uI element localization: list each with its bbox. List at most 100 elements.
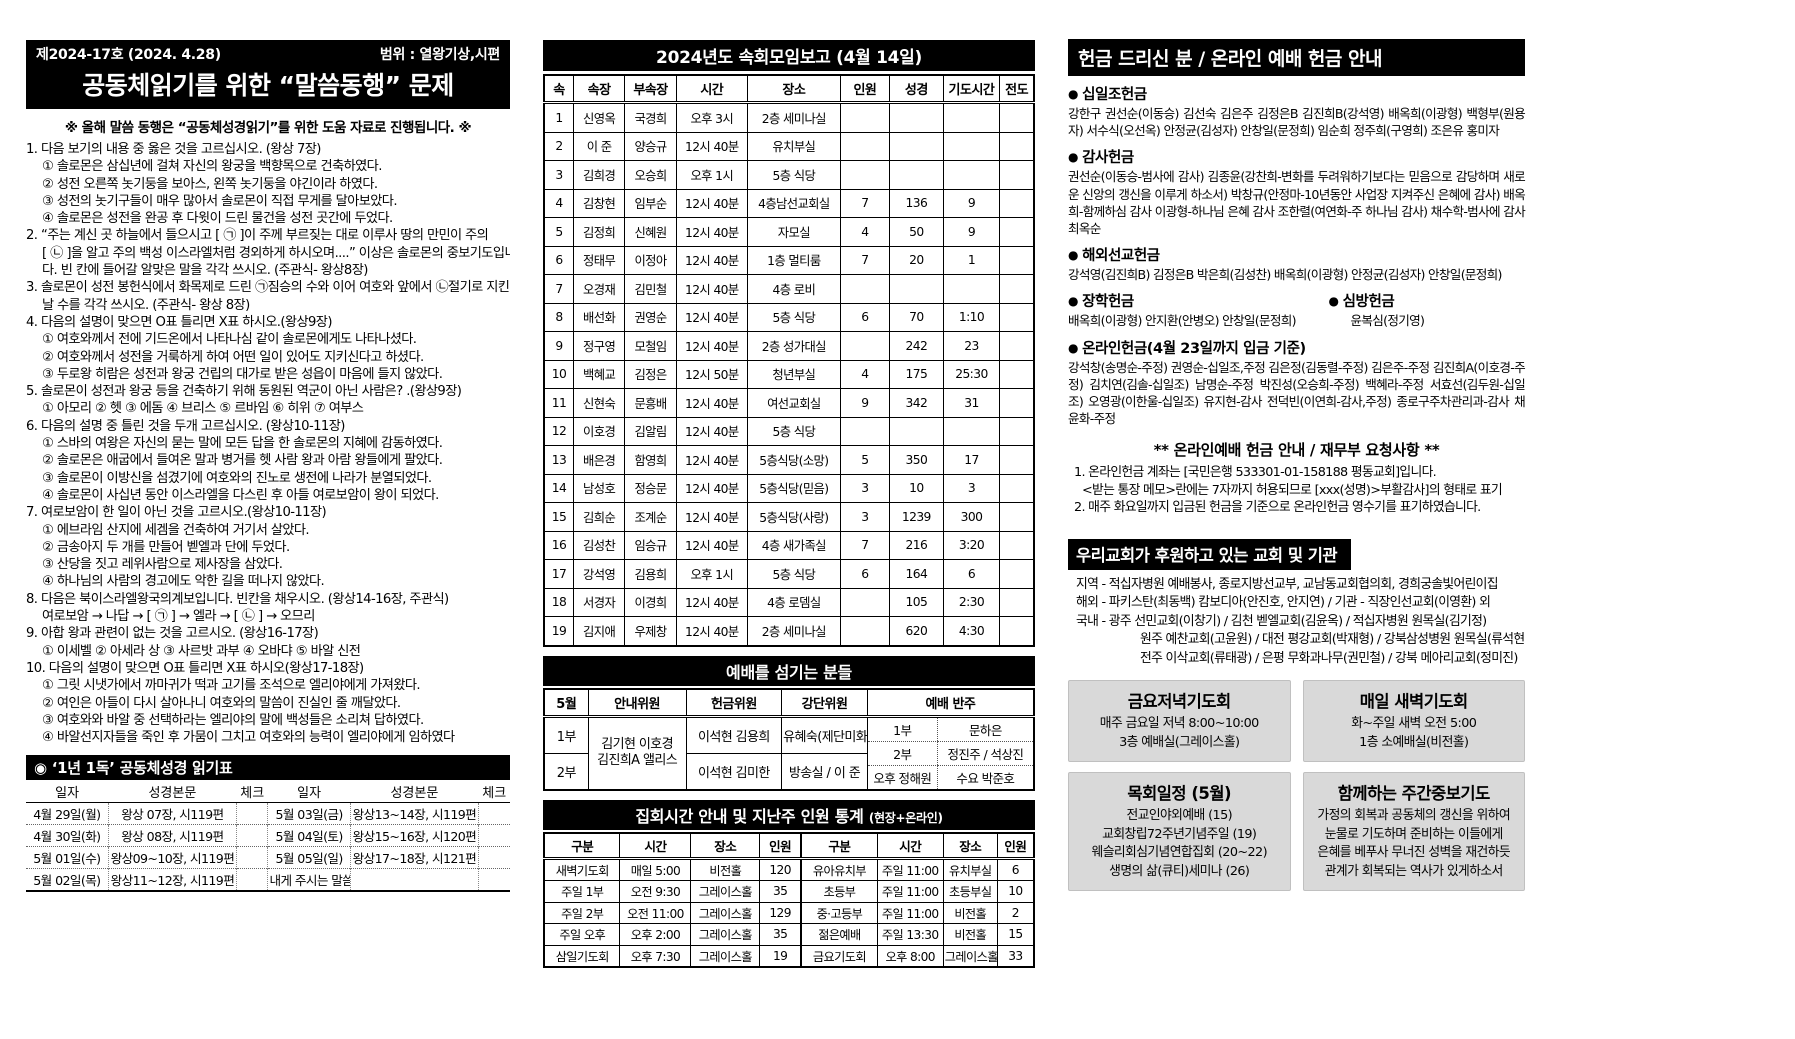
cell: 초등부실 <box>942 880 998 903</box>
cell: 12시 50분 <box>675 359 748 389</box>
section-label: 심방헌금 <box>1342 294 1395 311</box>
table-row: 12 이호경 김알림 12시 40분 5층 식당 <box>543 416 1035 446</box>
cell <box>999 245 1035 275</box>
table-row: 주일 2부 오전 11:00 그레이스홀 129 중·고등부 주일 11:00 비전홀 2 <box>543 901 1035 924</box>
cell: 이경희 <box>624 587 677 617</box>
cell: 정구영 <box>572 331 626 361</box>
cell <box>236 824 268 847</box>
bullet-icon: ● <box>1068 294 1079 309</box>
info-box-line: 1층 소예배실(비전홀) <box>1359 734 1469 750</box>
cell: 5월 04일(토) <box>267 824 351 847</box>
cell: 10 <box>996 880 1035 903</box>
accompanist-name: 오후 정해원 <box>873 770 932 786</box>
question-line: ③ 솔로몬이 이방신을 섬겼기에 여호와의 진노로 생전에 나라가 분열되었다. <box>42 470 432 486</box>
accompanist-name: 문하은 <box>936 717 1033 742</box>
cell: 17 <box>543 559 574 589</box>
usher-cell: 김기현 이호경 김진희A 앨리스 <box>587 715 687 790</box>
column-header: 일자 <box>267 781 351 804</box>
info-box-line: 눈물로 기도하며 준비하는 이들에게 <box>1324 826 1504 842</box>
cell: 175 <box>888 359 944 389</box>
table-row: 구분 시간 장소 인원 구분 시간 장소 인원 <box>543 832 1035 860</box>
support-line: 원주 예찬교회(고윤원) / 대전 평강교회(박재형) / 강북삼성병원 원목실… <box>1140 632 1525 648</box>
column-header: 장소 <box>746 74 841 104</box>
cell: 4 <box>839 217 890 247</box>
cell: 그레이스홀 <box>942 944 998 968</box>
cell <box>942 131 1001 161</box>
cell: 129 <box>759 901 802 924</box>
table-row: 1 신영옥 국경희 오후 3시 2층 세미나실 <box>543 102 1035 133</box>
cell: 136 <box>888 188 944 218</box>
offering-sections: ● 십일조헌금 강한구 권선순(이동승) 김선숙 김은주 김정은B 김진희B(강석영… <box>1068 83 1526 283</box>
cell: 12시 40분 <box>675 217 748 247</box>
cell: 5층 식당 <box>746 302 841 332</box>
cell: 50 <box>888 217 944 247</box>
cell: 남성호 <box>572 473 626 503</box>
online-notice-items: 1. 온라인헌금 계좌는 [국민은행 533301-01-158188 평동교회… <box>1068 464 1525 517</box>
cell: 4 <box>839 359 890 389</box>
question-line: ① 솔로몬은 삼십년에 걸쳐 자신의 왕궁을 백향목으로 건축하였다. <box>42 159 382 175</box>
question-line: ① 여호와께서 전에 기드온에서 나타나심 같이 솔로몬에게도 나타나셨다. <box>42 332 417 348</box>
cell: 12시 40분 <box>675 616 748 646</box>
cell: 3 <box>839 473 890 503</box>
cell: 그레이스홀 <box>690 923 761 946</box>
cell: 35 <box>759 880 802 903</box>
column-header: 강단위원 <box>781 688 868 718</box>
cell: 5층 식당 <box>746 160 841 190</box>
info-box-title: 금요저녁기도회 <box>1127 692 1231 712</box>
cell: 정승문 <box>624 473 677 503</box>
cell: 4층남선교회실 <box>746 188 841 218</box>
cell: 33 <box>996 944 1035 968</box>
cell: 청년부실 <box>746 359 841 389</box>
cell: 2:30 <box>942 587 1001 617</box>
cell: 신혜원 <box>624 217 677 247</box>
cell: 10 <box>888 473 944 503</box>
online-notice-title: ** 온라인예배 헌금 안내 / 재무부 요청사항 ** <box>1153 441 1440 460</box>
table-row: 19 김지애 우제창 12시 40분 2층 세미나실 620 4:30 <box>543 616 1035 646</box>
table-row: 오후 정해원 수요 박준호 <box>868 765 1033 789</box>
cell <box>999 416 1035 446</box>
question-line: ③ 성전의 놋기구들이 매우 많아서 솔로몬이 직접 무게를 달아보았다. <box>42 193 398 209</box>
cell: 12시 40분 <box>675 331 748 361</box>
table-row: 13 배은경 함영희 12시 40분 5층식당(소망) 5 350 17 <box>543 445 1035 475</box>
reading-plan-title: ◉ ‘1년 1독’ 공동체성경 읽기표 <box>26 755 510 781</box>
question-line: ② 여호와께서 성전을 거룩하게 하여 어떤 일이 있어도 지키신다고 하셨다. <box>42 349 424 365</box>
cell: 2층 세미나실 <box>746 102 841 133</box>
offering-section: ● 해외선교헌금 강석영(김진희B) 김정은B 박은희(김성찬) 배옥희(이광형) … <box>1068 244 1525 283</box>
column-header: 예배 반주 <box>866 688 1035 718</box>
cell: 12시 40분 <box>675 245 748 275</box>
cell: 4월 29일(월) <box>26 802 109 825</box>
cell: 삼일기도회 <box>543 944 621 968</box>
cell: 5 <box>839 445 890 475</box>
question-line: 여로보암 → 나답 → [ ㉠ ] → 엘라 → [ ㉡ ] → 오므리 <box>42 609 315 625</box>
column-header: 5월 <box>543 688 589 718</box>
table-row: 1부 문하은 <box>868 717 1033 742</box>
question-line: ② 솔로몬은 애굽에서 들여온 말과 병거를 헷 사람 왕과 아람 왕들에게 팔… <box>42 453 443 469</box>
cell: 오전 11:00 <box>619 901 692 924</box>
table-row: 10 백혜교 김정은 12시 50분 청년부실 4 175 25:30 <box>543 359 1035 389</box>
column-header: 헌금위원 <box>685 688 783 718</box>
question-line: 9. 아합 왕과 관련이 없는 것을 고르시오. (왕상16-17장) <box>26 626 319 642</box>
table-row: 주일 1부 오전 9:30 그레이스홀 35 초등부 주일 11:00 초등부실 10 <box>543 880 1035 903</box>
cell: 왕상15~16장, 시120편 <box>349 824 479 847</box>
cell <box>478 868 510 892</box>
cell <box>999 131 1035 161</box>
cell: 17 <box>942 445 1001 475</box>
cell: 배은경 <box>572 445 626 475</box>
section-heading: ● 해외선교헌금 <box>1068 244 1525 265</box>
cell <box>839 331 890 361</box>
table-row: 삼일기도회 오후 7:30 그레이스홀 19 금요기도회 오후 8:00 그레이스홀 33 <box>543 944 1035 968</box>
cell: 25:30 <box>942 359 1001 389</box>
cell: 15 <box>543 502 574 532</box>
scholarship-section: ● 장학헌금 배옥희(이광형) 안지환(안병오) 안창일(문정희) <box>1068 290 1328 329</box>
column-header: 구분 <box>543 832 621 860</box>
cell: 주일 13:30 <box>876 923 944 946</box>
cell: 오후 8:00 <box>876 944 944 968</box>
cell: 5월 02일(목) <box>26 868 109 892</box>
cell: 9 <box>942 188 1001 218</box>
table-row: 1부 김기현 이호경 김진희A 앨리스 이석현 김용희 유혜숙(제단미화) 1부… <box>543 715 1035 790</box>
cell: 배선화 <box>572 302 626 332</box>
cell: 12시 40분 <box>675 388 748 418</box>
cell: 그레이스홀 <box>690 880 761 903</box>
cell <box>999 616 1035 646</box>
